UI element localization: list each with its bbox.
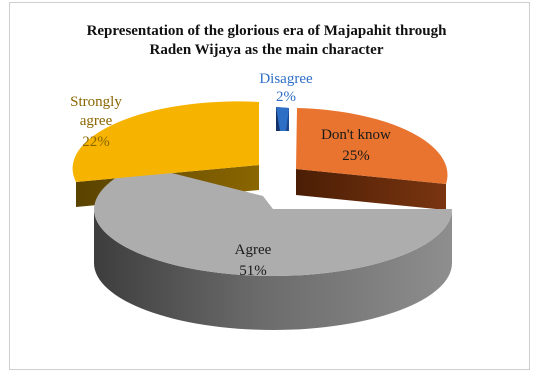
label-disagree-pct: 2% <box>276 89 296 105</box>
label-dont-know-pct: 25% <box>342 148 370 164</box>
chart-title-line-2: Raden Wijaya as the main character <box>149 42 384 58</box>
slice-agree-top-full <box>94 165 452 276</box>
label-strongly-agree-line2: agree <box>80 113 113 129</box>
label-disagree-name: Disagree <box>259 71 313 87</box>
slice-strongly-agree <box>72 101 259 182</box>
slice-dont-know <box>296 108 448 184</box>
label-dont-know-name: Don't know <box>321 127 391 143</box>
slice-agree-side <box>94 209 452 330</box>
slice-dont-know-side <box>296 169 446 210</box>
label-agree-pct: 51% <box>239 263 267 279</box>
label-strongly-agree-pct: 22% <box>82 134 110 150</box>
chart-title-line-1: Representation of the glorious era of Ma… <box>86 23 447 39</box>
slice-disagree <box>276 107 289 131</box>
label-strongly-agree-line1: Strongly <box>70 94 122 110</box>
label-agree-name: Agree <box>235 242 272 258</box>
